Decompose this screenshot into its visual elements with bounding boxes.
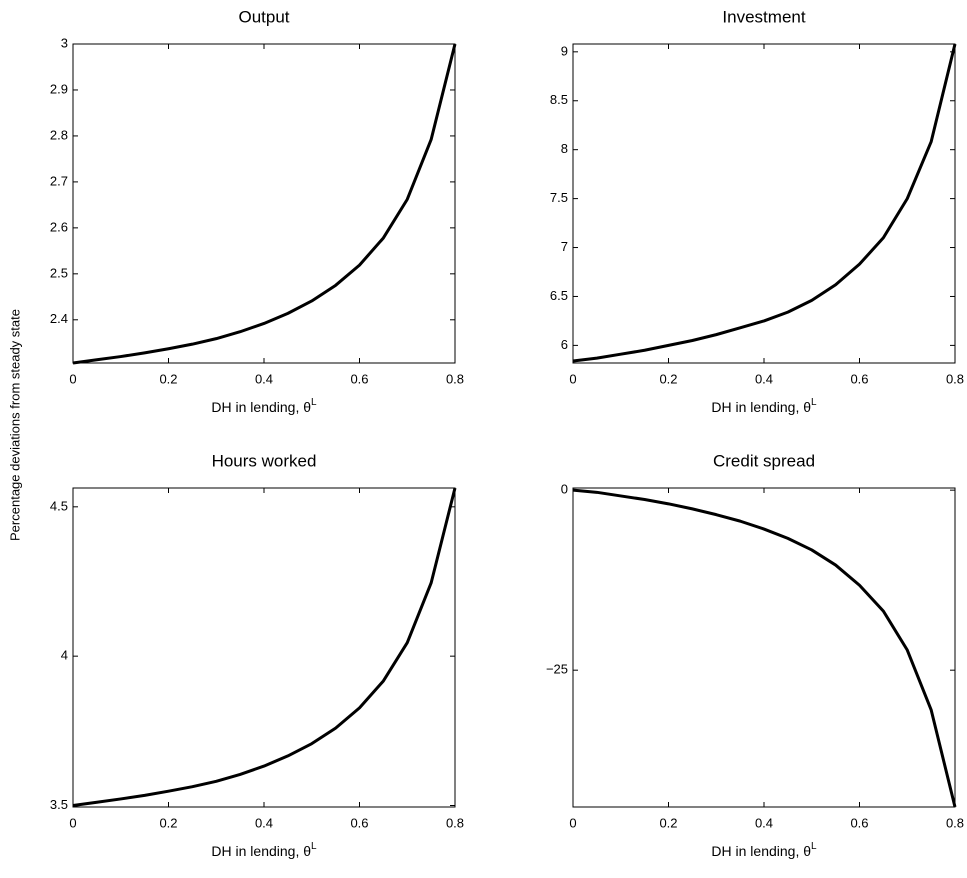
y-tick-label: 8.5 — [550, 92, 568, 107]
chart-title: Hours worked — [212, 451, 317, 470]
x-axis-label-superscript: L — [311, 397, 317, 408]
y-tick-label: 2.6 — [50, 219, 68, 234]
x-tick-label: 0 — [569, 815, 576, 830]
y-tick-label: 8 — [561, 141, 568, 156]
x-tick-label: 0.8 — [946, 371, 964, 386]
plot-area — [572, 43, 956, 364]
x-tick-label: 0 — [69, 371, 76, 386]
x-tick-label: 0.4 — [255, 815, 273, 830]
x-tick-label: 0.2 — [159, 371, 177, 386]
y-tick-label: −25 — [546, 662, 568, 677]
chart-title: Investment — [722, 7, 805, 26]
x-axis-label: DH in lending, θL — [211, 841, 317, 859]
x-axis-label-superscript: L — [811, 841, 817, 852]
x-tick-label: 0.6 — [350, 371, 368, 386]
x-axis-label-text: DH in lending, θ — [211, 399, 311, 415]
data-line — [72, 43, 457, 365]
x-tick-label: 0.4 — [755, 815, 773, 830]
x-axis-label-superscript: L — [311, 841, 317, 852]
x-tick-label: 0.6 — [350, 815, 368, 830]
y-tick-label: 3 — [61, 35, 68, 50]
y-tick-label: 2.7 — [50, 173, 68, 188]
y-tick-label: 2.4 — [50, 311, 68, 326]
y-tick-label: 7 — [561, 239, 568, 254]
y-tick-label: 6 — [561, 337, 568, 352]
x-tick-label: 0 — [69, 815, 76, 830]
x-tick-label: 0.6 — [850, 371, 868, 386]
y-tick-label: 4.5 — [50, 498, 68, 513]
x-tick-label: 0.2 — [659, 371, 677, 386]
chart-title: Credit spread — [713, 451, 815, 470]
y-tick-label: 7.5 — [550, 190, 568, 205]
y-tick-label: 2.5 — [50, 265, 68, 280]
x-axis-label-superscript: L — [811, 397, 817, 408]
x-tick-label: 0.2 — [659, 815, 677, 830]
y-tick-label: 3.5 — [50, 797, 68, 812]
plot-area — [72, 487, 456, 808]
x-axis-label-text: DH in lending, θ — [711, 843, 811, 859]
x-axis-label-text: DH in lending, θ — [711, 399, 811, 415]
x-axis-label-text: DH in lending, θ — [211, 843, 311, 859]
data-line — [572, 43, 957, 363]
y-tick-label: 9 — [561, 43, 568, 58]
x-tick-label: 0 — [569, 371, 576, 386]
y-tick-label: 0 — [561, 482, 568, 497]
plot-area — [572, 487, 956, 808]
y-tick-label: 6.5 — [550, 288, 568, 303]
x-axis-label: DH in lending, θL — [711, 397, 817, 415]
y-axis-label: Percentage deviations from steady state — [7, 309, 22, 541]
x-tick-label: 0.2 — [159, 815, 177, 830]
x-tick-label: 0.4 — [755, 371, 773, 386]
data-line — [72, 487, 457, 807]
x-tick-label: 0.8 — [946, 815, 964, 830]
x-tick-label: 0.6 — [850, 815, 868, 830]
y-tick-label: 4 — [61, 648, 68, 663]
x-tick-label: 0.4 — [255, 371, 273, 386]
x-tick-label: 0.8 — [446, 371, 464, 386]
y-tick-label: 2.9 — [50, 81, 68, 96]
x-tick-label: 0.8 — [446, 815, 464, 830]
y-tick-label: 2.8 — [50, 127, 68, 142]
data-line — [572, 488, 957, 808]
x-axis-label: DH in lending, θL — [711, 841, 817, 859]
plot-area — [72, 43, 456, 364]
x-axis-label: DH in lending, θL — [211, 397, 317, 415]
chart-title: Output — [238, 7, 289, 26]
